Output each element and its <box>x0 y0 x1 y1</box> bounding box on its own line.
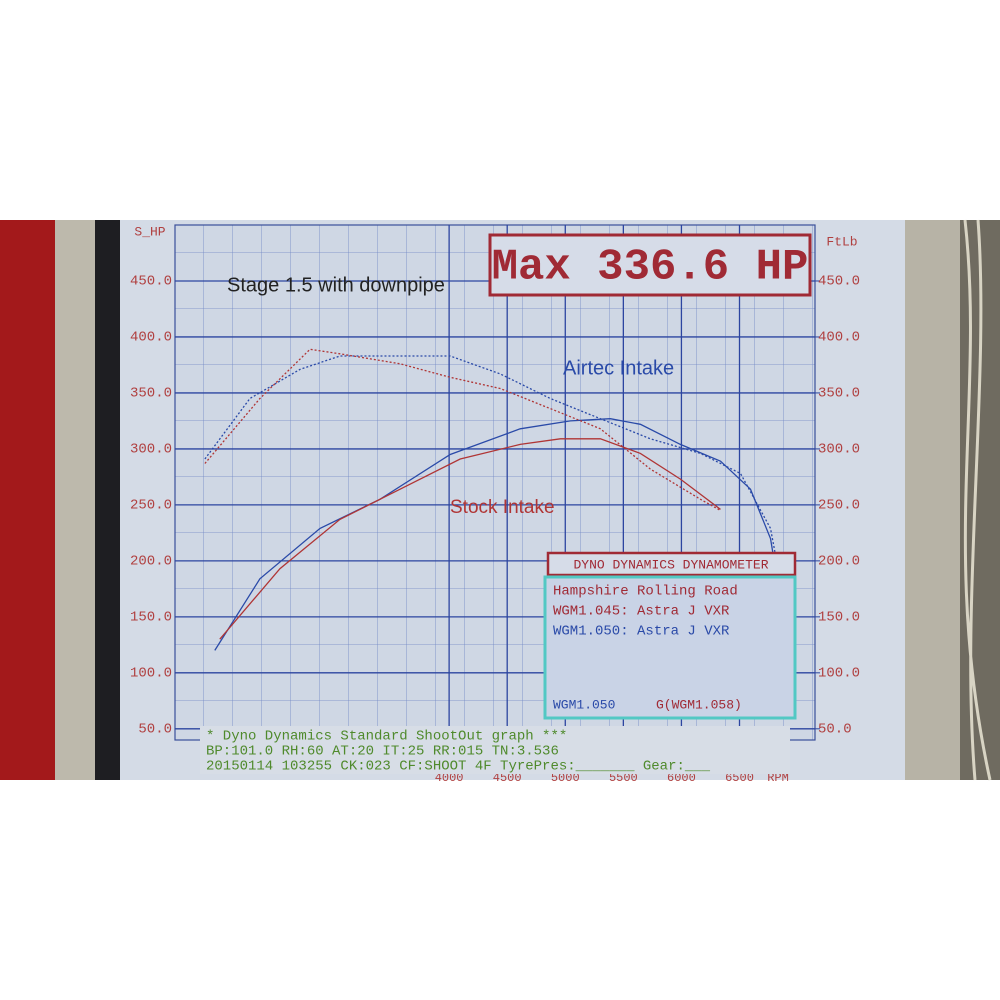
annotation: Airtec Intake <box>563 357 674 379</box>
y-axis-label: S_HP <box>134 224 165 239</box>
chart-layer: 50.0 100.0 150.0 200.0 250.0 300.0 350.0 400.0 4… <box>130 224 860 785</box>
legend-title: DYNO DYNAMICS DYNAMOMETER <box>573 557 768 572</box>
x-tick-label: 6000 <box>667 771 696 785</box>
bezel-left <box>55 220 100 780</box>
cable-lines <box>963 219 992 781</box>
annotation: Stage 1.5 with downpipe <box>227 274 445 296</box>
y2-tick-label: 250.0 <box>818 498 860 514</box>
curve <box>204 348 721 512</box>
y2-tick-label: 450.0 <box>818 274 860 290</box>
y2-tick-label: 350.0 <box>818 386 860 402</box>
bezel-right <box>905 220 960 780</box>
y-tick-label: 300.0 <box>130 442 172 458</box>
footer-line: 20150114 103255 CK:023 CF:SHOOT 4F TyreP… <box>206 759 711 775</box>
y-tick-label: 50.0 <box>138 722 172 738</box>
x-axis-label: RPM <box>767 771 789 785</box>
y-tick-label: 450.0 <box>130 274 172 290</box>
x-tick-label: 4500 <box>493 771 522 785</box>
curve <box>219 438 721 640</box>
y2-tick-label: 200.0 <box>818 554 860 570</box>
legend-line: Hampshire Rolling Road <box>553 584 738 600</box>
legend-footer: G(WGM1.058) <box>656 697 742 712</box>
y-tick-label: 350.0 <box>130 386 172 402</box>
legend-title-box <box>546 551 797 577</box>
x-tick-label: 5500 <box>609 771 638 785</box>
y-tick-label: 200.0 <box>130 554 172 570</box>
y2-tick-label: 100.0 <box>818 666 860 682</box>
legend-box <box>543 575 797 720</box>
bezel-inner <box>95 220 120 780</box>
red-panel <box>0 220 55 780</box>
footer-line: BP:101.0 RH:60 AT:20 IT:25 RR:015 TN:3.5… <box>206 744 559 760</box>
y2-tick-label: 50.0 <box>818 722 852 738</box>
footer-line: * Dyno Dynamics Standard ShootOut graph … <box>206 729 567 745</box>
y-tick-label: 250.0 <box>130 498 172 514</box>
annotation: Stock Intake <box>450 497 555 518</box>
y2-tick-label: 400.0 <box>818 330 860 346</box>
y-tick-label: 400.0 <box>130 330 172 346</box>
footer-panel <box>200 726 790 774</box>
legend-line: WGM1.045: Astra J VXR <box>553 604 730 620</box>
x-tick-label: 6500 <box>725 771 754 785</box>
y-tick-label: 100.0 <box>130 666 172 682</box>
legend-line: WGM1.050: Astra J VXR <box>553 624 730 640</box>
y2-axis-label: FtLb <box>826 234 857 249</box>
chart-title: Max 336.6 HP <box>492 243 809 293</box>
y2-tick-label: 150.0 <box>818 610 860 626</box>
x-tick-label: 4000 <box>435 771 464 785</box>
x-tick-label: 5000 <box>551 771 580 785</box>
title-box <box>488 233 812 297</box>
legend-footer: WGM1.050 <box>553 697 615 712</box>
curve <box>204 355 787 610</box>
y-tick-label: 150.0 <box>130 610 172 626</box>
y2-tick-label: 300.0 <box>818 442 860 458</box>
